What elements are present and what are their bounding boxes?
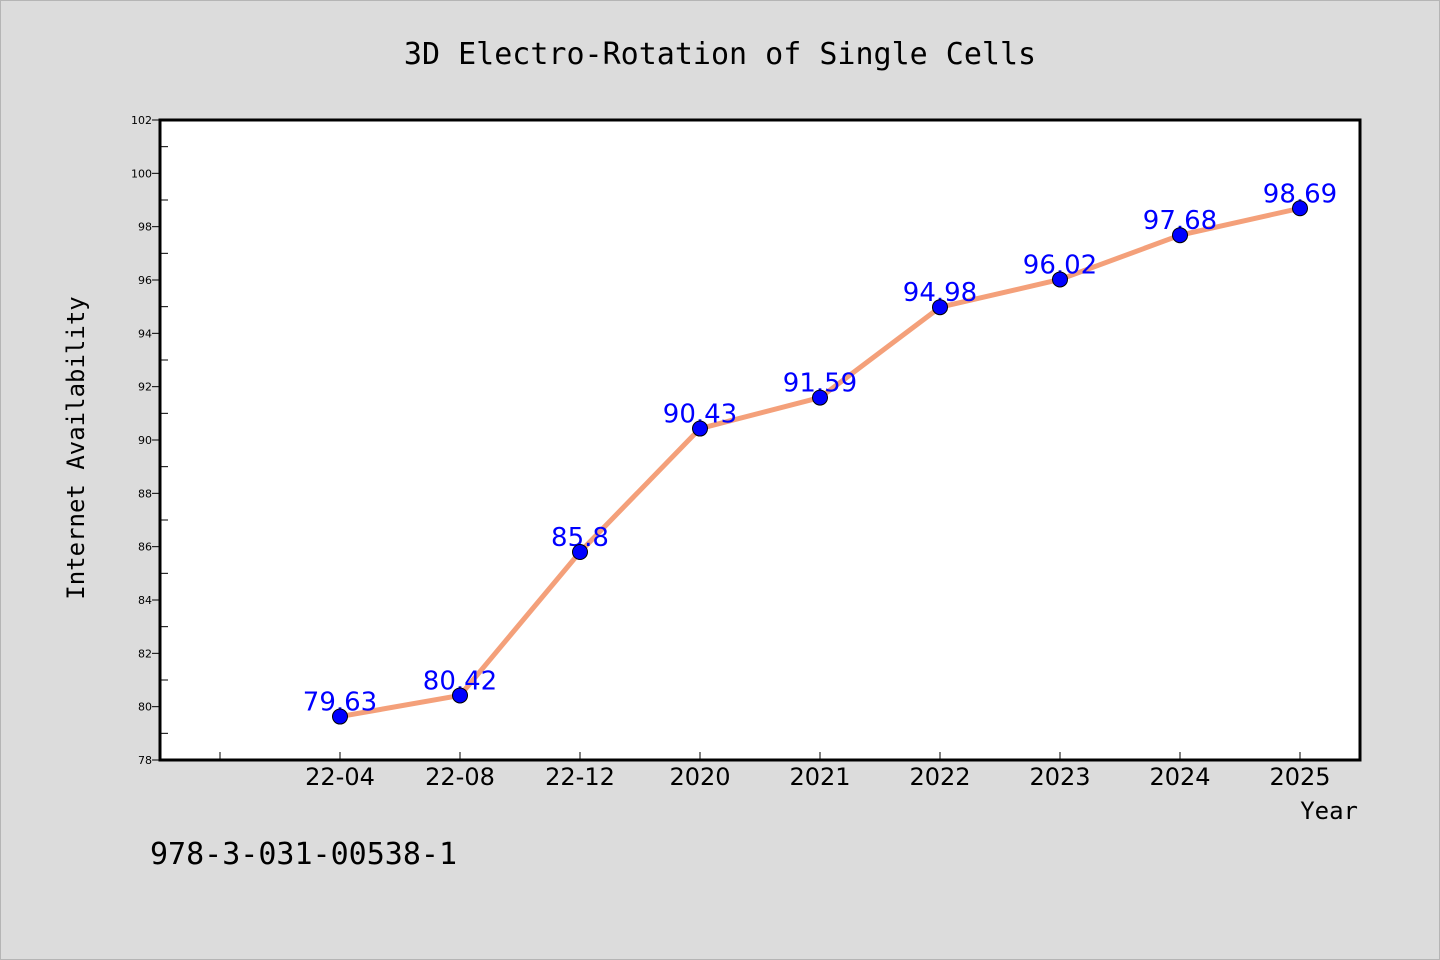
- x-axis-label: Year: [1300, 797, 1358, 825]
- series-layer: 79.6380.4285.890.4391.5994.9896.0297.689…: [303, 179, 1337, 725]
- y-tick-label: 78: [138, 754, 152, 767]
- data-point: [812, 389, 828, 406]
- y-tick-label: 86: [138, 541, 152, 554]
- data-point: [452, 687, 468, 704]
- y-tick-label: 100: [131, 167, 152, 180]
- y-tick-label: 80: [138, 701, 152, 714]
- data-point: [332, 708, 348, 725]
- y-tick-label: 102: [131, 114, 152, 127]
- x-tick-label: 22-12: [545, 763, 615, 791]
- x-tick-label: 2021: [789, 763, 850, 791]
- y-tick-label: 94: [138, 327, 152, 340]
- data-point: [932, 299, 948, 316]
- y-tick-label: 96: [138, 274, 152, 287]
- x-tick-label: 22-04: [305, 763, 375, 791]
- x-tick-label: 2024: [1149, 763, 1210, 791]
- x-tick-label: 22-08: [425, 763, 495, 791]
- x-tick-label: 2020: [669, 763, 730, 791]
- plot-area: [158, 118, 1362, 762]
- y-axis: 78 80 82 84 86 88 90 92 94 96 98 100 102: [131, 114, 168, 767]
- data-point: [1172, 227, 1188, 244]
- x-tick-label: 2025: [1269, 763, 1330, 791]
- data-point: [1292, 200, 1308, 217]
- data-point: [1052, 271, 1068, 288]
- data-point: [692, 420, 708, 437]
- y-tick-label: 84: [138, 594, 152, 607]
- x-tick-label: 2023: [1029, 763, 1090, 791]
- data-point: [572, 544, 588, 560]
- chart-title: 3D Electro-Rotation of Single Cells: [404, 37, 1036, 72]
- y-tick-label: 98: [138, 221, 152, 234]
- y-tick-label: 82: [138, 647, 152, 660]
- y-axis-label: Internet Availability: [62, 296, 90, 599]
- x-tick-label: 2022: [909, 763, 970, 791]
- y-tick-label: 88: [138, 487, 152, 500]
- isbn-footnote: 978-3-031-00538-1: [150, 837, 457, 872]
- y-tick-label: 92: [138, 381, 152, 394]
- y-tick-label: 90: [138, 434, 152, 447]
- x-axis: 22-04 22-08 22-12 2020 2021 2022 2023 2024 2025: [219, 752, 1331, 791]
